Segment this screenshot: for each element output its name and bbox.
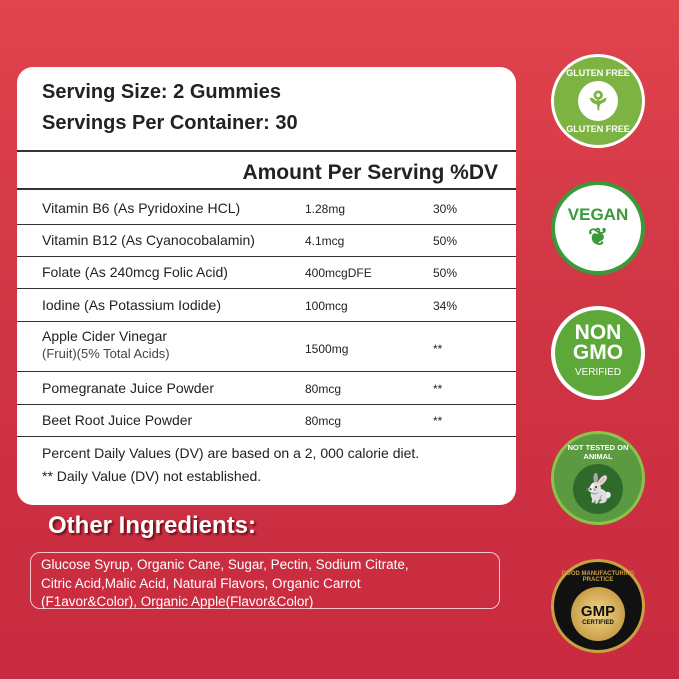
dv: 50% (433, 266, 458, 280)
wheat-icon: ⚘ (578, 81, 618, 121)
badge-text: GLUTEN FREE (566, 124, 630, 134)
footnote: Percent Daily Values (DV) are based on a… (42, 445, 420, 461)
other-ingredients-title: Other Ingredients: (48, 512, 257, 539)
divider (17, 256, 516, 257)
ingredients-box: Glucose Syrup, Organic Cane, Sugar, Pect… (30, 552, 500, 609)
dv: ** (433, 342, 443, 356)
badge-text: GMO (572, 341, 624, 364)
dv: 50% (433, 234, 458, 248)
non-gmo-badge: NON GMO VERIFIED (551, 306, 645, 400)
dv: 30% (433, 202, 458, 216)
divider (17, 188, 516, 190)
amount: 4.1mcg (305, 234, 345, 248)
supplement-facts-panel: Serving Size: 2 Gummies Servings Per Con… (17, 67, 516, 505)
ingredients-line: Glucose Syrup, Organic Cane, Sugar, Pect… (41, 557, 409, 572)
rabbit-icon: 🐇 (573, 463, 623, 514)
badge-text: NON (574, 321, 622, 344)
servings-per-container: Servings Per Container: 30 (42, 112, 298, 134)
badge-text: GOOD MANUFACTURING PRACTICE (561, 571, 635, 583)
gmp-seal: GMP CERTIFIED (571, 587, 625, 641)
badge-text: VEGAN (567, 205, 629, 224)
badge-text: CERTIFIED (582, 619, 614, 626)
gmp-badge: GOOD MANUFACTURING PRACTICE GMP CERTIFIE… (551, 559, 645, 653)
divider (17, 224, 516, 225)
divider (17, 150, 516, 152)
dv: ** (433, 414, 443, 428)
nutrient-name: Vitamin B12 (As Cyanocobalamin) (42, 232, 255, 248)
divider (17, 371, 516, 372)
amount: 80mcg (305, 414, 342, 428)
badge-text: GMP (580, 602, 616, 620)
amount: 1500mg (305, 342, 349, 356)
nutrient-name: Apple Cider Vinegar (42, 328, 168, 344)
divider (17, 288, 516, 289)
dv: ** (433, 382, 443, 396)
nutrient-name: Folate (As 240mcg Folic Acid) (42, 264, 228, 280)
gluten-free-badge: GLUTEN FREE ⚘ GLUTEN FREE (551, 54, 645, 148)
footnote: ** Daily Value (DV) not established. (42, 468, 262, 484)
badge-text: VERIFIED (574, 367, 622, 378)
nutrient-name: Iodine (As Potassium Iodide) (42, 297, 221, 313)
not-tested-on-animals-badge: NOT TESTED ON ANIMAL 🐇 (551, 431, 645, 525)
dv: 34% (433, 299, 458, 313)
amount: 1.28mg (305, 202, 346, 216)
badge-text: NOT TESTED ON ANIMAL (567, 442, 629, 461)
ingredients-line: Citric Acid,Malic Acid, Natural Flavors,… (41, 575, 361, 591)
leaf-icon: ❦ (587, 224, 609, 251)
ingredients-line: (F1avor&Color), Organic Apple(Flavor&Col… (41, 594, 314, 609)
badge-text: GLUTEN FREE (566, 68, 630, 78)
nutrient-name: Pomegranate Juice Powder (42, 380, 214, 396)
divider (17, 436, 516, 437)
divider (17, 404, 516, 405)
nutrient-subtext: (Fruit)(5% Total Acids) (42, 346, 170, 361)
serving-size: Serving Size: 2 Gummies (42, 81, 281, 103)
nutrient-name: Vitamin B6 (As Pyridoxine HCL) (42, 200, 241, 216)
amount: 80mcg (305, 382, 342, 396)
amount-header: Amount Per Serving %DV (242, 161, 498, 184)
vegan-badge: VEGAN ❦ (551, 181, 645, 275)
amount: 400mcgDFE (305, 266, 372, 280)
amount: 100mcg (305, 299, 348, 313)
nutrient-name: Beet Root Juice Powder (42, 412, 193, 428)
divider (17, 321, 516, 322)
